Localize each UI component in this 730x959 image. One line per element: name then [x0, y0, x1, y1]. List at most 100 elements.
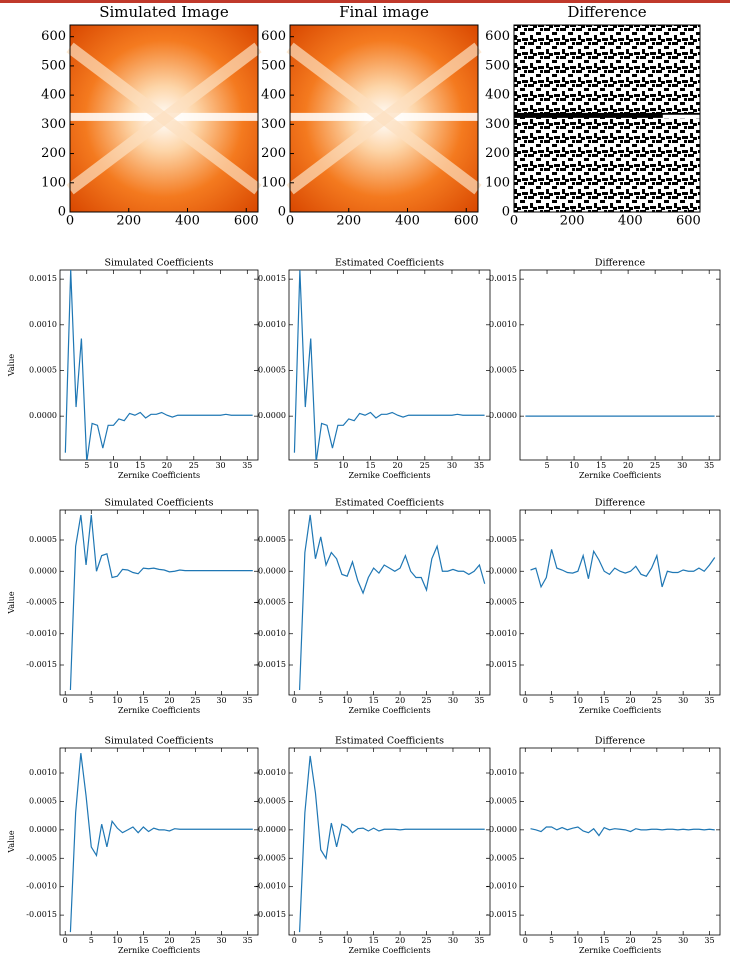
y-tick-label: 300 [41, 117, 66, 132]
data-line [300, 515, 485, 690]
y-tick-label: -0.0010 [26, 882, 57, 891]
y-tick-label: 0.0000 [258, 411, 286, 420]
x-tick-label: 30 [215, 461, 225, 470]
y-tick-label: -0.0015 [486, 660, 517, 669]
y-tick-label: 0 [502, 205, 510, 220]
x-tick-label: 5 [89, 696, 94, 705]
y-tick-label: 0.0010 [258, 768, 286, 777]
x-tick-label: 5 [318, 936, 323, 945]
y-tick-label: 0 [278, 205, 286, 220]
data-line [294, 270, 484, 462]
x-tick-label: 20 [625, 936, 635, 945]
x-tick-label: 30 [216, 936, 226, 945]
x-tick-label: 0 [286, 214, 294, 229]
x-tick-label: 30 [448, 936, 458, 945]
line-panel: 51015202530350.00000.00050.00100.0015Est… [258, 258, 490, 481]
x-tick-label: 10 [108, 461, 118, 470]
x-tick-label: 400 [395, 214, 420, 229]
y-tick-label: 0.0005 [489, 796, 517, 805]
y-tick-label: -0.0015 [26, 660, 57, 669]
y-tick-label: 200 [41, 146, 66, 161]
x-tick-label: 35 [242, 461, 252, 470]
y-tick-label: -0.0005 [486, 598, 517, 607]
y-tick-label: 400 [261, 88, 286, 103]
x-tick-label: 10 [573, 936, 583, 945]
x-tick-label: 10 [569, 461, 579, 470]
y-tick-label: -0.0005 [255, 853, 286, 862]
axes-frame [60, 270, 258, 460]
x-axis-label: Zernike Coefficients [579, 471, 661, 480]
x-tick-label: 10 [112, 696, 122, 705]
panel-title: Simulated Coefficients [104, 736, 213, 747]
y-tick-label: 0.0000 [258, 825, 286, 834]
y-axis-label: Value [7, 354, 16, 378]
y-tick-label: 0.0015 [489, 274, 517, 283]
figure: 02004006000100200300400500600Simulated I… [0, 0, 730, 959]
y-tick-label: -0.0010 [486, 629, 517, 638]
y-tick-label: -0.0010 [486, 882, 517, 891]
y-tick-label: 0.0000 [258, 566, 286, 575]
x-tick-label: 20 [162, 461, 172, 470]
x-tick-label: 0 [510, 214, 518, 229]
x-tick-label: 5 [549, 936, 554, 945]
panel-title: Simulated Coefficients [104, 258, 213, 269]
x-tick-label: 200 [116, 214, 141, 229]
x-tick-label: 600 [676, 214, 701, 229]
x-tick-label: 0 [66, 214, 74, 229]
x-tick-label: 15 [135, 461, 145, 470]
data-line [70, 753, 252, 932]
x-tick-label: 25 [421, 696, 431, 705]
panel-title: Estimated Coefficients [335, 498, 444, 509]
axes-frame [60, 748, 258, 935]
x-tick-label: 10 [342, 936, 352, 945]
x-tick-label: 30 [216, 696, 226, 705]
x-tick-label: 15 [138, 696, 148, 705]
y-tick-label: -0.0005 [255, 598, 286, 607]
x-tick-label: 0 [292, 696, 297, 705]
y-tick-label: 200 [485, 146, 510, 161]
y-tick-label: -0.0010 [255, 629, 286, 638]
y-tick-label: 0.0015 [29, 274, 57, 283]
y-tick-label: 500 [41, 58, 66, 73]
x-axis-label: Zernike Coefficients [118, 471, 200, 480]
x-tick-label: 20 [625, 696, 635, 705]
panel-title: Estimated Coefficients [335, 736, 444, 747]
x-tick-label: 600 [454, 214, 479, 229]
y-tick-label: 0.0010 [29, 320, 57, 329]
x-axis-label: Zernike Coefficients [348, 471, 430, 480]
y-tick-label: 0 [58, 205, 66, 220]
x-tick-label: 15 [138, 936, 148, 945]
x-tick-label: 25 [420, 461, 430, 470]
x-axis-label: Zernike Coefficients [579, 946, 661, 955]
x-tick-label: 15 [365, 461, 375, 470]
y-tick-label: 0.0000 [489, 825, 517, 834]
y-tick-label: 300 [485, 117, 510, 132]
y-tick-label: 100 [485, 175, 510, 190]
x-tick-label: 15 [599, 936, 609, 945]
panel-title: Difference [595, 498, 646, 509]
x-axis-label: Zernike Coefficients [348, 946, 430, 955]
x-tick-label: 400 [175, 214, 200, 229]
y-axis-label: Value [7, 591, 16, 615]
data-line [70, 515, 252, 690]
line-panel: 05101520253035-0.0015-0.0010-0.00050.000… [7, 498, 258, 716]
x-tick-label: 25 [652, 696, 662, 705]
x-tick-label: 35 [704, 936, 714, 945]
y-tick-label: 0.0005 [489, 365, 517, 374]
x-tick-label: 5 [84, 461, 89, 470]
panel-title: Difference [567, 3, 646, 21]
data-line [65, 270, 252, 462]
panel-title: Simulated Coefficients [104, 498, 213, 509]
axes-frame [289, 748, 490, 935]
y-tick-label: -0.0005 [26, 598, 57, 607]
panel-title: Difference [595, 258, 646, 269]
y-tick-label: 0.0000 [29, 566, 57, 575]
panel-title: Difference [595, 736, 646, 747]
line-panel: 05101520253035-0.0015-0.0010-0.00050.000… [7, 736, 258, 956]
y-tick-label: 100 [261, 175, 286, 190]
